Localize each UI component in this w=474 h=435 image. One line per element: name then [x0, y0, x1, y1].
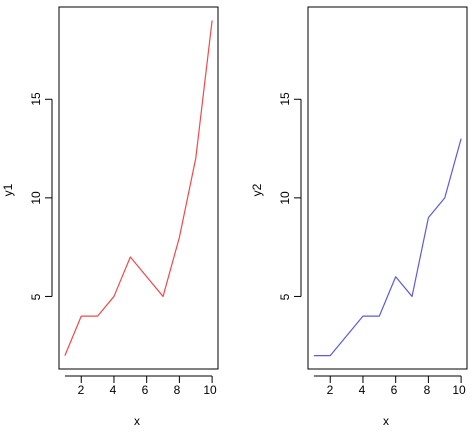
xtick-label-2-1: 4 — [359, 383, 366, 397]
xtick-label-1-3: 8 — [174, 383, 181, 397]
ytick-label-2-0: 5 — [278, 293, 292, 300]
xtick-label-1-2: 6 — [142, 383, 149, 397]
xtick-label-2-2: 6 — [391, 383, 398, 397]
y-ticks-1 — [45, 98, 52, 297]
series-group-2 — [313, 138, 462, 357]
series-line-1-0 — [64, 20, 213, 356]
y-ticks-2 — [294, 98, 301, 297]
xtick-label-1-4: 10 — [203, 383, 217, 397]
ytick-label-2-1: 10 — [278, 191, 292, 205]
y-axis-label-2: y2 — [250, 183, 264, 196]
plot-frame-2 — [307, 6, 468, 370]
ytick-label-2-2: 15 — [278, 92, 292, 106]
series-group-1 — [64, 20, 213, 356]
xtick-label-1-0: 2 — [78, 383, 85, 397]
y-axis-label-1: y1 — [1, 183, 15, 196]
ytick-label-1-1: 10 — [29, 191, 43, 205]
series-line-2-0 — [313, 138, 462, 357]
x-ticks-2 — [329, 376, 462, 383]
plot-frame-1 — [58, 6, 219, 370]
x-axis-label-2: x — [383, 414, 389, 428]
xtick-label-1-1: 4 — [110, 383, 117, 397]
x-ticks-1 — [80, 376, 213, 383]
x-axis-label-1: x — [134, 414, 140, 428]
xtick-label-2-3: 8 — [424, 383, 431, 397]
xtick-label-2-4: 10 — [452, 383, 466, 397]
ytick-label-1-2: 15 — [29, 92, 43, 106]
xtick-label-2-0: 2 — [327, 383, 334, 397]
chart-panel-2: 2 4 6 8 10 5 10 15 x y2 — [250, 6, 468, 428]
ytick-label-1-0: 5 — [29, 293, 43, 300]
chart-panel-1: 2 4 6 8 10 5 10 15 x y1 — [1, 6, 219, 428]
